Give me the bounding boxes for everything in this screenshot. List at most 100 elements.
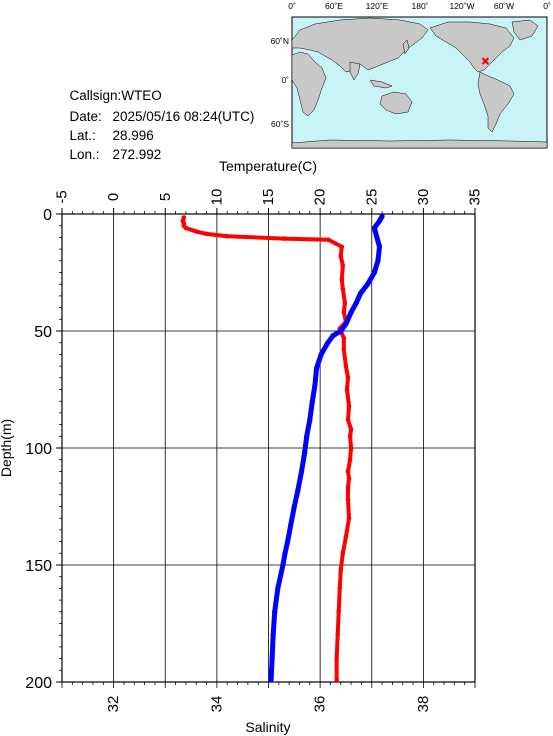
salinity-point: [379, 213, 385, 219]
salinity-point: [313, 365, 320, 372]
callsign-value: WTEO: [121, 87, 162, 103]
salinity-point: [268, 677, 274, 683]
chart-grid: [61, 213, 476, 683]
temperature-point: [337, 586, 343, 591]
temperature-line: [180, 215, 354, 682]
map-top-label: 120˚W: [449, 1, 474, 11]
lat-label: Lat.:: [69, 127, 96, 143]
station-marker-dot: [483, 59, 488, 64]
land-japan: [402, 39, 410, 55]
salinity-tick-label: 32: [105, 696, 122, 713]
chart-ticks: [56, 208, 476, 688]
lon-line: Lon.: 272.992: [62, 134, 162, 162]
temperature-tick-label: 20: [312, 189, 329, 206]
temperature-point: [338, 567, 344, 572]
temperature-point: [339, 244, 345, 250]
temperature-tick-label: 35: [467, 189, 484, 206]
temperature-point: [342, 300, 348, 306]
lon-value: 272.992: [112, 146, 162, 162]
date-line: Date: 2025/05/16 08:24(UTC): [62, 96, 255, 124]
depth-tick-label: 100: [25, 441, 52, 458]
map-top-label: 0˚: [543, 1, 551, 11]
land-south-america: [477, 71, 515, 133]
temperature-point: [341, 347, 347, 353]
temperature-point: [340, 551, 346, 556]
temperature-point: [334, 656, 339, 661]
world-map: 0˚ 60˚E 120˚E 180˚ 120˚W 60˚W 0˚ 60˚N 0˚…: [271, 1, 551, 149]
salinity-point: [282, 550, 288, 556]
temperature-point: [334, 677, 339, 682]
temperature-point: [339, 277, 345, 282]
temperature-tick-label: 0: [105, 193, 122, 201]
salinity-point: [295, 487, 301, 493]
temperature-point: [345, 485, 351, 491]
left-axis-label: Depth(m): [0, 419, 14, 477]
salinity-tick-label: 36: [312, 696, 329, 713]
temperature-point: [346, 515, 352, 521]
callsign-label: Callsign:: [69, 87, 122, 103]
temperature-point: [338, 253, 344, 259]
station-marker: [481, 57, 490, 65]
salinity-point: [371, 225, 377, 231]
salinity-point: [374, 234, 380, 240]
temperature-point: [335, 632, 340, 638]
salinity-point: [338, 328, 344, 334]
map-top-label: 120˚E: [366, 1, 389, 11]
temperature-tick-label: -5: [54, 190, 71, 203]
temperature-point: [346, 403, 352, 409]
temperature-point: [343, 363, 349, 369]
temperature-point: [344, 387, 350, 392]
temperature-tick-label: 15: [260, 189, 277, 206]
temperature-tick-label: 30: [415, 189, 432, 206]
chart-series: [180, 213, 385, 683]
temperature-point: [180, 218, 186, 224]
salinity-point: [318, 351, 324, 357]
map-land: [291, 17, 548, 149]
salinity-point: [343, 321, 349, 327]
temperature-point: [340, 286, 346, 292]
salinity-point: [288, 522, 294, 528]
depth-tick-label: 150: [25, 558, 52, 575]
salinity-point: [272, 609, 278, 615]
bottom-axis-label: Salinity: [245, 719, 290, 735]
salinity-point: [375, 258, 381, 264]
temperature-thermocline-line: [185, 227, 329, 241]
temperature-point: [341, 309, 347, 315]
salinity-line: [268, 213, 385, 683]
land-india: [349, 61, 361, 81]
temperature-point: [181, 215, 187, 220]
temperature-point: [347, 457, 353, 463]
salinity-point: [376, 244, 383, 250]
map-left-label: 0˚: [281, 75, 289, 85]
temperature-point: [345, 497, 351, 502]
temperature-tick-label: 5: [157, 193, 174, 201]
depth-tick-label: 0: [43, 207, 52, 224]
temperature-point: [348, 426, 354, 432]
date-label: Date:: [69, 108, 102, 124]
temperature-tick-label: 10: [208, 189, 225, 206]
map-top-label: 0˚: [288, 1, 296, 11]
salinity-point: [285, 539, 291, 545]
temperature-point: [345, 469, 351, 474]
temperature-point: [345, 417, 351, 423]
salinity-point: [325, 340, 331, 346]
salinity-point: [304, 433, 310, 439]
salinity-point: [291, 503, 297, 510]
salinity-tick-label: 38: [415, 696, 432, 713]
lat-line: Lat.: 28.996: [62, 115, 154, 142]
temperature-tick-label: 25: [363, 189, 380, 206]
land-eurasia: [291, 17, 429, 73]
land-north-america: [429, 21, 515, 73]
temperature-point: [348, 445, 354, 451]
salinity-point: [330, 333, 336, 339]
salinity-point: [270, 632, 276, 638]
salinity-point: [365, 281, 371, 287]
temperature-point: [340, 263, 346, 268]
salinity-point: [298, 468, 305, 474]
salinity-tick-label: 34: [208, 696, 225, 713]
land-indonesia: [369, 79, 393, 89]
temperature-point: [343, 534, 349, 540]
salinity-point: [348, 309, 354, 315]
map-left-label: 60˚N: [271, 36, 289, 46]
